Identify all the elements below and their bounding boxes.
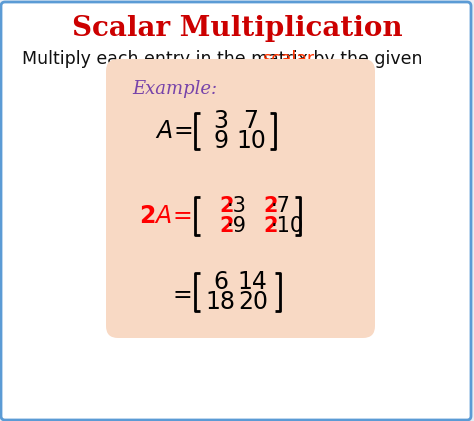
Text: ·10: ·10 [271,216,304,236]
Text: scalar.: scalar. [262,50,318,68]
Text: ·9: ·9 [227,216,247,236]
Text: 6: 6 [213,270,228,294]
Text: 2: 2 [263,196,277,216]
FancyBboxPatch shape [106,59,375,338]
Text: 2: 2 [219,216,234,236]
Text: 9: 9 [213,129,228,153]
Text: 3: 3 [213,109,228,133]
Text: 7: 7 [244,109,258,133]
Text: 14: 14 [238,270,268,294]
Text: 18: 18 [206,290,236,314]
Text: $=$: $=$ [168,281,192,305]
Text: ·7: ·7 [271,196,291,216]
Text: Multiply each entry in the matrix by the given: Multiply each entry in the matrix by the… [22,50,428,68]
Text: Scalar Multiplication: Scalar Multiplication [72,14,402,42]
Text: $\mathbf{2}A\!=\!$: $\mathbf{2}A\!=\!$ [139,204,192,228]
Text: 20: 20 [238,290,268,314]
Text: 10: 10 [236,129,266,153]
Text: 2: 2 [263,216,277,236]
Text: Example:: Example: [132,80,217,98]
Text: $A\!=\!$: $A\!=\!$ [155,119,192,143]
Text: ·3: ·3 [227,196,247,216]
Text: 2: 2 [219,196,234,216]
